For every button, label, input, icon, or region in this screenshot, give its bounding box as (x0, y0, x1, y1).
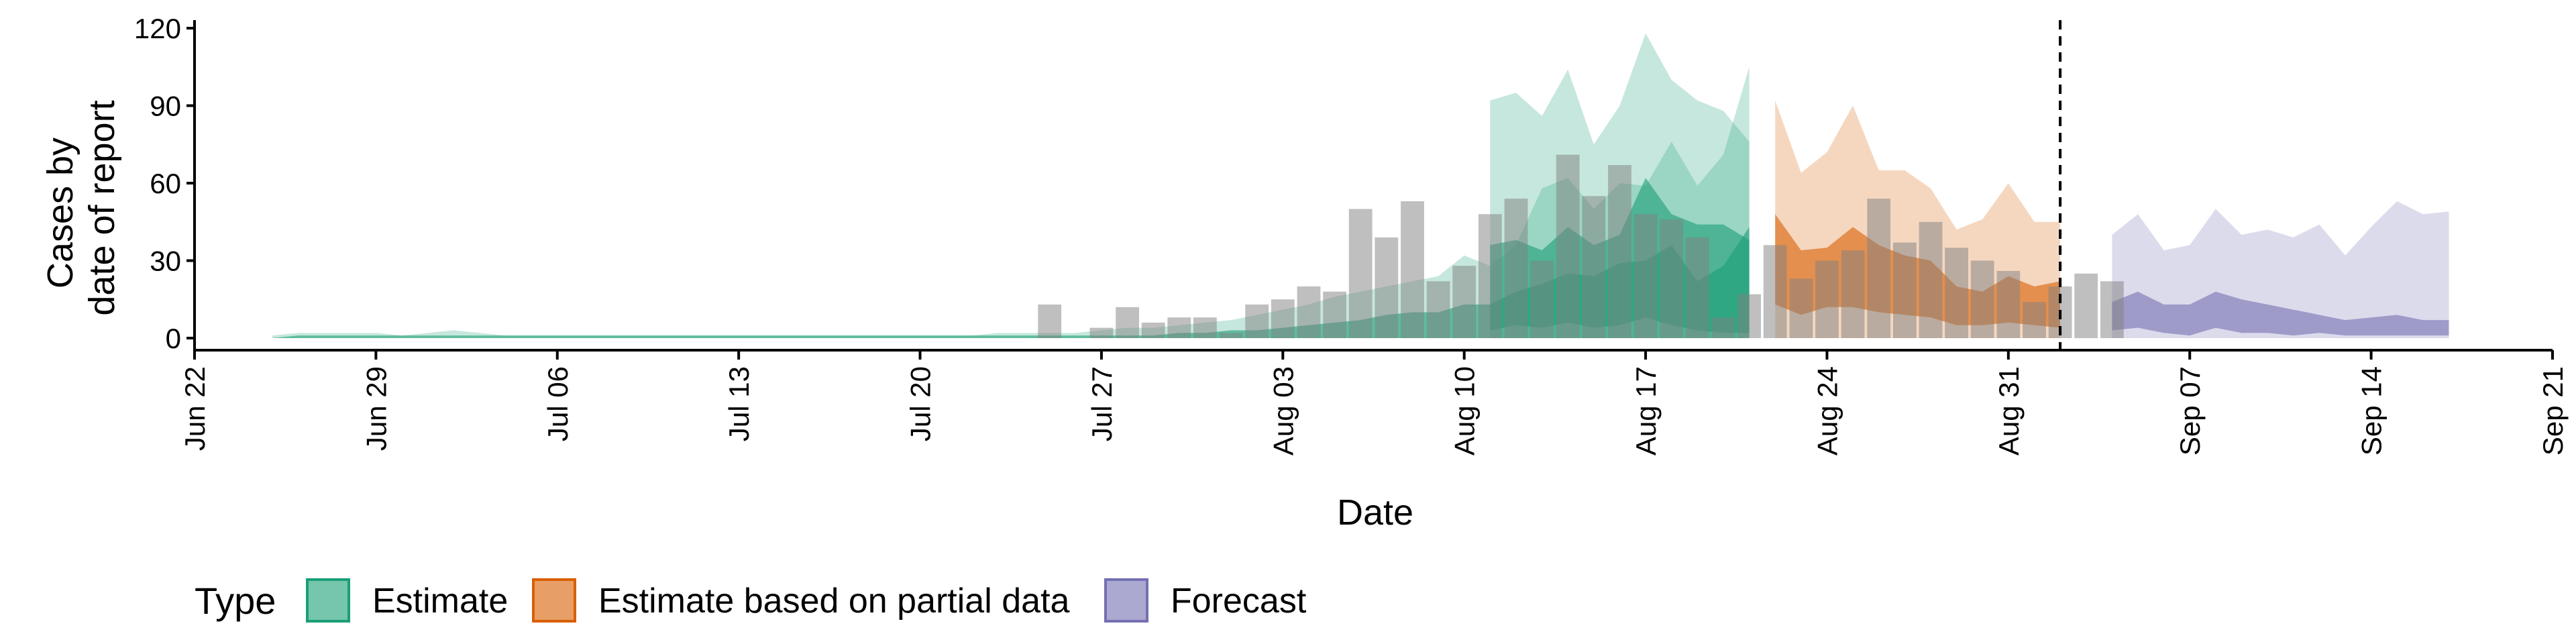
observed-bar (1945, 248, 1968, 339)
observed-bar (1219, 333, 1243, 338)
observed-bar (1763, 245, 1787, 338)
observed-bar (1452, 266, 1477, 338)
x-tick-label: Sep 21 (2537, 366, 2569, 455)
axes (193, 20, 2553, 352)
forecast-band-inner-3 (2112, 291, 2449, 336)
observed-bar (1660, 219, 1684, 338)
observed-bar (2074, 273, 2098, 339)
observed-bar (1919, 221, 1943, 339)
observed-bar (1323, 291, 1346, 338)
x-tick-label: Aug 17 (1630, 366, 1662, 455)
observed-bar (1737, 294, 1761, 338)
observed-bar (1685, 237, 1709, 338)
x-tick-label: Aug 03 (1267, 366, 1299, 455)
legend-label-estimate: Estimate (372, 582, 508, 621)
observed-bar (1116, 307, 1139, 338)
x-tick-label: Sep 14 (2356, 366, 2387, 455)
observed-bar (1401, 201, 1424, 338)
observed-bar (1867, 199, 1891, 338)
y-tick-label: 0 (166, 323, 181, 354)
observed-bar (1478, 214, 1502, 338)
y-axis-title: Cases by date of report (40, 100, 122, 315)
x-tick-label: Aug 31 (1993, 366, 2025, 455)
legend-key-estimate (306, 578, 350, 623)
legend-key-forecast (1104, 578, 1148, 623)
observed-bar (1996, 270, 2021, 338)
observed-bar (1193, 317, 1217, 338)
observed-bar (1711, 317, 1735, 338)
observed-bar (1089, 327, 1114, 338)
x-tick-label: Jul 13 (723, 366, 755, 441)
legend-label-forecast: Forecast (1171, 582, 1307, 621)
observed-bar (1167, 317, 1191, 338)
x-tick-label: Jul 20 (905, 366, 936, 441)
x-tick-label: Aug 10 (1449, 366, 1481, 455)
y-axis-ticks: 0 30 60 90 120 (134, 13, 195, 354)
observed-bar (1141, 322, 1165, 338)
observed-bar (1582, 196, 1606, 339)
observed-bar (1633, 214, 1658, 338)
observed-bar (1893, 242, 1917, 338)
observed-bar (1375, 237, 1399, 338)
observed-bar (1815, 260, 1839, 338)
observed-bar (2100, 281, 2124, 338)
observed-bar (1608, 165, 1631, 338)
x-tick-label: Sep 07 (2174, 366, 2206, 455)
observed-bar (1841, 250, 1865, 338)
x-axis-title: Date (1337, 492, 1413, 533)
observed-bar (1297, 286, 1321, 338)
x-tick-label: Jun 22 (179, 366, 211, 451)
observed-bar (1556, 154, 1580, 338)
y-tick-label: 90 (150, 91, 181, 122)
legend: Type Estimate Estimate based on partial d… (195, 578, 1307, 623)
x-tick-label: Jun 29 (360, 366, 392, 451)
y-tick-label: 60 (150, 168, 181, 199)
x-tick-label: Jul 06 (542, 366, 574, 441)
y-tick-label: 30 (150, 246, 181, 277)
legend-title: Type (195, 580, 276, 622)
x-tick-label: Jul 27 (1086, 366, 1118, 441)
y-axis-title-line-2: date of report (82, 100, 122, 315)
observed-bar (1038, 304, 1062, 338)
y-axis-title-line-1: Cases by (40, 138, 80, 288)
legend-label-estimate-based-on-partial-data: Estimate based on partial data (598, 582, 1070, 621)
x-tick-label: Aug 24 (1812, 366, 1843, 455)
observed-bar (1970, 260, 1994, 338)
observed-bar (2023, 302, 2046, 338)
x-axis-ticks: Jun 22 Jun 29 Jul 06 Jul 13 Jul 20 Jul 27 Aug … (179, 350, 2569, 455)
observed-bar (1530, 260, 1554, 338)
y-tick-label: 120 (134, 13, 181, 44)
observed-bar (1271, 299, 1295, 339)
observed-bar (1245, 304, 1269, 338)
legend-items: Estimate Estimate based on partial data Fo… (306, 578, 1307, 623)
observed-bar (1426, 281, 1450, 338)
observed-bar (1789, 278, 1813, 338)
observed-bar (1504, 199, 1528, 338)
observed-bar (1348, 209, 1373, 338)
legend-key-estimate-based-on-partial-data (532, 578, 576, 623)
